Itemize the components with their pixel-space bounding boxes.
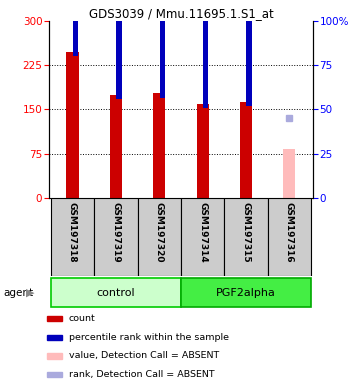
Bar xyxy=(267,198,311,276)
Bar xyxy=(181,198,224,276)
Bar xyxy=(197,104,209,198)
Text: ▶: ▶ xyxy=(26,288,35,298)
Text: GSM197319: GSM197319 xyxy=(111,202,120,262)
Bar xyxy=(283,149,296,198)
Text: GSM197315: GSM197315 xyxy=(242,202,251,262)
Text: count: count xyxy=(68,314,95,323)
Bar xyxy=(66,52,78,198)
Bar xyxy=(94,198,138,276)
Text: GSM197314: GSM197314 xyxy=(198,202,207,262)
Bar xyxy=(47,353,62,359)
Text: GSM197318: GSM197318 xyxy=(68,202,77,262)
Bar xyxy=(73,0,78,56)
Bar xyxy=(110,95,122,198)
Bar xyxy=(203,9,208,108)
Bar xyxy=(153,93,165,198)
Bar xyxy=(47,334,62,340)
Text: rank, Detection Call = ABSENT: rank, Detection Call = ABSENT xyxy=(68,370,214,379)
Text: PGF2alpha: PGF2alpha xyxy=(216,288,276,298)
Text: GSM197316: GSM197316 xyxy=(285,202,294,262)
Bar xyxy=(138,198,181,276)
Bar xyxy=(51,278,181,308)
Text: GSM197320: GSM197320 xyxy=(155,202,164,262)
Bar xyxy=(51,198,94,276)
Bar xyxy=(246,6,252,106)
Title: GDS3039 / Mmu.11695.1.S1_at: GDS3039 / Mmu.11695.1.S1_at xyxy=(89,7,273,20)
Bar xyxy=(159,0,165,98)
Text: percentile rank within the sample: percentile rank within the sample xyxy=(68,333,229,342)
Text: agent: agent xyxy=(4,288,34,298)
Bar xyxy=(47,316,62,321)
Text: control: control xyxy=(96,288,135,298)
Bar xyxy=(116,0,122,99)
Bar xyxy=(181,278,311,308)
Text: value, Detection Call = ABSENT: value, Detection Call = ABSENT xyxy=(68,351,219,361)
Bar xyxy=(47,372,62,377)
Bar xyxy=(240,102,252,198)
Bar xyxy=(224,198,267,276)
